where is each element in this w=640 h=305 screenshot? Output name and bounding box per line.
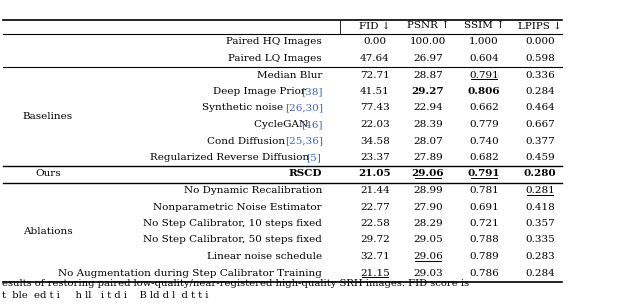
Text: 0.791: 0.791 [468,170,500,178]
Text: 0.788: 0.788 [469,235,499,245]
Text: PSNR ↑: PSNR ↑ [406,21,449,30]
Text: 22.77: 22.77 [360,203,390,211]
Text: 47.64: 47.64 [360,54,390,63]
Text: 27.90: 27.90 [413,203,443,211]
Text: 29.72: 29.72 [360,235,390,245]
Text: 29.03: 29.03 [413,268,443,278]
Text: Deep Image Prior: Deep Image Prior [212,87,308,96]
Text: [25,36]: [25,36] [285,137,324,145]
Text: 0.786: 0.786 [469,268,499,278]
Text: Baselines: Baselines [23,112,73,121]
Text: [38]: [38] [301,87,323,96]
Text: t  ble  ed t i     h ll   i t d i    B ld d l  d t t i: t ble ed t i h ll i t d i B ld d l d t t… [2,290,209,300]
Text: 0.377: 0.377 [525,137,555,145]
Text: esults of restoring paired low-quality/near-registered high-quality SRH images. : esults of restoring paired low-quality/n… [2,278,469,288]
Text: 28.87: 28.87 [413,70,443,80]
Text: Linear noise schedule: Linear noise schedule [207,252,322,261]
Text: 0.335: 0.335 [525,235,555,245]
Text: 0.280: 0.280 [524,170,556,178]
Text: 0.464: 0.464 [525,103,555,113]
Text: [5]: [5] [307,153,321,162]
Text: No Step Calibrator, 50 steps fixed: No Step Calibrator, 50 steps fixed [143,235,322,245]
Text: 28.07: 28.07 [413,137,443,145]
Text: Paired LQ Images: Paired LQ Images [228,54,322,63]
Text: 0.418: 0.418 [525,203,555,211]
Text: 32.71: 32.71 [360,252,390,261]
Text: 0.598: 0.598 [525,54,555,63]
Text: 21.44: 21.44 [360,186,390,195]
Text: 41.51: 41.51 [360,87,390,96]
Text: [46]: [46] [301,120,323,129]
Text: 0.000: 0.000 [525,38,555,46]
Text: Synthetic noise: Synthetic noise [202,103,287,113]
Text: 27.89: 27.89 [413,153,443,162]
Text: 0.721: 0.721 [469,219,499,228]
Text: 0.281: 0.281 [525,186,555,195]
Text: 21.05: 21.05 [358,170,391,178]
Text: 0.336: 0.336 [525,70,555,80]
Text: 0.459: 0.459 [525,153,555,162]
Text: 100.00: 100.00 [410,38,446,46]
Text: 0.00: 0.00 [364,38,387,46]
Text: 29.06: 29.06 [413,252,443,261]
Text: 22.58: 22.58 [360,219,390,228]
Text: 0.691: 0.691 [469,203,499,211]
Text: No Dynamic Recalibration: No Dynamic Recalibration [184,186,322,195]
Text: 28.29: 28.29 [413,219,443,228]
Text: Cond Diffusion: Cond Diffusion [207,137,289,145]
Text: 26.97: 26.97 [413,54,443,63]
Text: Regularized Reverse Diffusion: Regularized Reverse Diffusion [150,153,312,162]
Text: Ours: Ours [35,170,61,178]
Text: 22.03: 22.03 [360,120,390,129]
Text: 23.37: 23.37 [360,153,390,162]
Text: 0.604: 0.604 [469,54,499,63]
Text: Nonparametric Noise Estimator: Nonparametric Noise Estimator [154,203,322,211]
Text: 0.284: 0.284 [525,87,555,96]
Text: 28.39: 28.39 [413,120,443,129]
Text: 72.71: 72.71 [360,70,390,80]
Text: [26,30]: [26,30] [285,103,324,113]
Text: 29.05: 29.05 [413,235,443,245]
Text: 0.667: 0.667 [525,120,555,129]
Text: 29.06: 29.06 [412,170,444,178]
Text: 0.662: 0.662 [469,103,499,113]
Text: 0.682: 0.682 [469,153,499,162]
Text: SSIM ↑: SSIM ↑ [463,21,504,30]
Text: 0.781: 0.781 [469,186,499,195]
Text: 0.779: 0.779 [469,120,499,129]
Text: No Augmentation during Step Calibrator Training: No Augmentation during Step Calibrator T… [58,268,322,278]
Text: 0.791: 0.791 [469,70,499,80]
Text: 21.15: 21.15 [360,268,390,278]
Text: 22.94: 22.94 [413,103,443,113]
Text: No Step Calibrator, 10 steps fixed: No Step Calibrator, 10 steps fixed [143,219,322,228]
Text: Ablations: Ablations [23,227,73,236]
Text: Paired HQ Images: Paired HQ Images [227,38,322,46]
Text: 0.806: 0.806 [468,87,500,96]
Text: RSCD: RSCD [289,170,322,178]
Text: 1.000: 1.000 [469,38,499,46]
Text: FID ↓: FID ↓ [359,21,391,30]
Text: CycleGAN: CycleGAN [254,120,312,129]
Text: 0.357: 0.357 [525,219,555,228]
Text: 29.27: 29.27 [412,87,444,96]
Text: LPIPS ↓: LPIPS ↓ [518,21,562,30]
Text: 34.58: 34.58 [360,137,390,145]
Text: 28.99: 28.99 [413,186,443,195]
Text: Median Blur: Median Blur [257,70,322,80]
Text: 0.789: 0.789 [469,252,499,261]
Text: 0.283: 0.283 [525,252,555,261]
Text: 0.740: 0.740 [469,137,499,145]
Text: 0.284: 0.284 [525,268,555,278]
Text: 77.43: 77.43 [360,103,390,113]
